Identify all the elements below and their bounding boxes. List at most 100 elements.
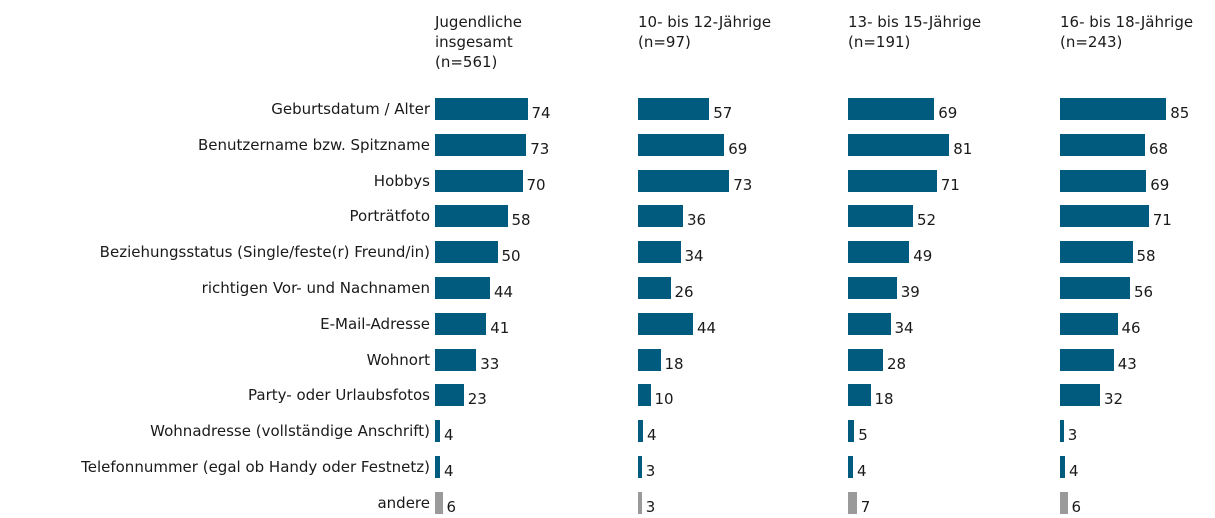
value-label: 39 (900, 283, 920, 301)
bar (638, 384, 651, 407)
bar (1060, 277, 1130, 299)
bar (435, 384, 464, 407)
value-label: 56 (1134, 283, 1154, 301)
value-label: 41 (490, 318, 510, 337)
bar (638, 456, 642, 478)
value-label: 4 (444, 426, 454, 445)
value-label: 69 (728, 139, 748, 158)
value-label: 85 (1170, 104, 1190, 122)
value-label: 23 (467, 390, 487, 409)
panel-title: 10- bis 12-Jährige (n=97) (638, 13, 772, 51)
value-label: 52 (917, 211, 937, 230)
value-label: 71 (940, 175, 960, 194)
value-label: 34 (684, 247, 704, 266)
bar (435, 456, 440, 478)
bar (638, 348, 661, 371)
value-label: 44 (494, 283, 514, 301)
value-label: 50 (501, 247, 521, 266)
bar (848, 384, 871, 407)
bar (435, 98, 528, 120)
bar (848, 133, 950, 156)
bar (1060, 205, 1149, 228)
value-label: 73 (733, 175, 753, 194)
bar (1060, 456, 1065, 478)
bar (638, 133, 725, 156)
value-label: 69 (938, 104, 958, 122)
bar (1060, 241, 1133, 264)
value-label: 10 (654, 390, 674, 409)
value-label: 46 (1121, 318, 1141, 337)
bar (435, 169, 523, 192)
value-label: 5 (858, 426, 868, 445)
bar (1060, 384, 1100, 407)
category-label: Party- oder Urlaubsfotos (248, 386, 430, 405)
bar (848, 98, 935, 120)
value-label: 7 (860, 497, 871, 516)
value-label: 57 (713, 104, 733, 122)
category-label: richtigen Vor- und Nachnamen (201, 279, 430, 297)
value-label: 68 (1149, 139, 1169, 158)
bar (435, 205, 508, 228)
bar (848, 456, 853, 478)
panel-title: 16- bis 18-Jährige (n=243) (1060, 13, 1194, 51)
category-label: Porträtfoto (349, 207, 431, 226)
bar (638, 205, 683, 228)
bar (1060, 348, 1114, 371)
value-label: 3 (645, 462, 656, 480)
bar (848, 169, 937, 192)
bar (1060, 420, 1064, 443)
value-label: 69 (1150, 175, 1170, 194)
bar (848, 348, 883, 371)
panel-title: Jugendliche insgesamt (n=561) (435, 13, 523, 71)
value-label: 81 (953, 139, 973, 158)
value-label: 43 (1117, 354, 1137, 373)
value-label: 33 (480, 354, 500, 373)
bar (848, 277, 897, 299)
category-label: Hobbys (373, 171, 430, 190)
bar (1060, 98, 1167, 120)
category-label: Benutzername bzw. Spitzname (197, 135, 430, 154)
value-label: 71 (1152, 211, 1172, 230)
bar (638, 312, 693, 335)
value-label: 32 (1104, 390, 1124, 409)
bar (638, 420, 643, 443)
bar (848, 205, 913, 228)
category-label: Beziehungsstatus (Single/feste(r) Freund… (99, 243, 430, 262)
value-label: 18 (874, 390, 894, 409)
value-label: 58 (511, 211, 531, 230)
bar (848, 312, 891, 335)
value-label: 18 (664, 354, 684, 373)
value-label: 28 (887, 354, 907, 373)
value-label: 3 (1067, 426, 1078, 445)
bar (638, 277, 671, 299)
panel-title: 13- bis 15-Jährige (n=191) (848, 13, 982, 51)
bar (638, 169, 730, 192)
value-label: 74 (531, 104, 551, 122)
bar (848, 420, 855, 443)
category-label: Wohnadresse (vollständige Anschrift) (150, 422, 430, 441)
category-label: Geburtsdatum / Alter (271, 100, 430, 118)
bar (1060, 312, 1118, 335)
bar (1060, 491, 1068, 514)
bar (848, 241, 910, 264)
value-label: 58 (1136, 247, 1156, 266)
bar (638, 491, 642, 514)
value-label: 44 (697, 318, 717, 337)
value-label: 73 (530, 139, 550, 158)
category-label: Wohnort (366, 350, 430, 369)
bar (638, 98, 710, 120)
bar (435, 241, 498, 264)
value-label: 6 (1071, 497, 1082, 516)
category-label: E-Mail-Adresse (320, 314, 430, 333)
category-label: Telefonnummer (egal ob Handy oder Festne… (81, 458, 430, 476)
value-label: 3 (645, 497, 656, 516)
bar (638, 241, 681, 264)
bar (435, 491, 443, 514)
bar (435, 348, 477, 371)
bar (435, 420, 440, 443)
bar (848, 491, 857, 514)
value-label: 70 (526, 175, 546, 194)
value-label: 26 (674, 283, 694, 301)
value-label: 4 (857, 462, 867, 480)
